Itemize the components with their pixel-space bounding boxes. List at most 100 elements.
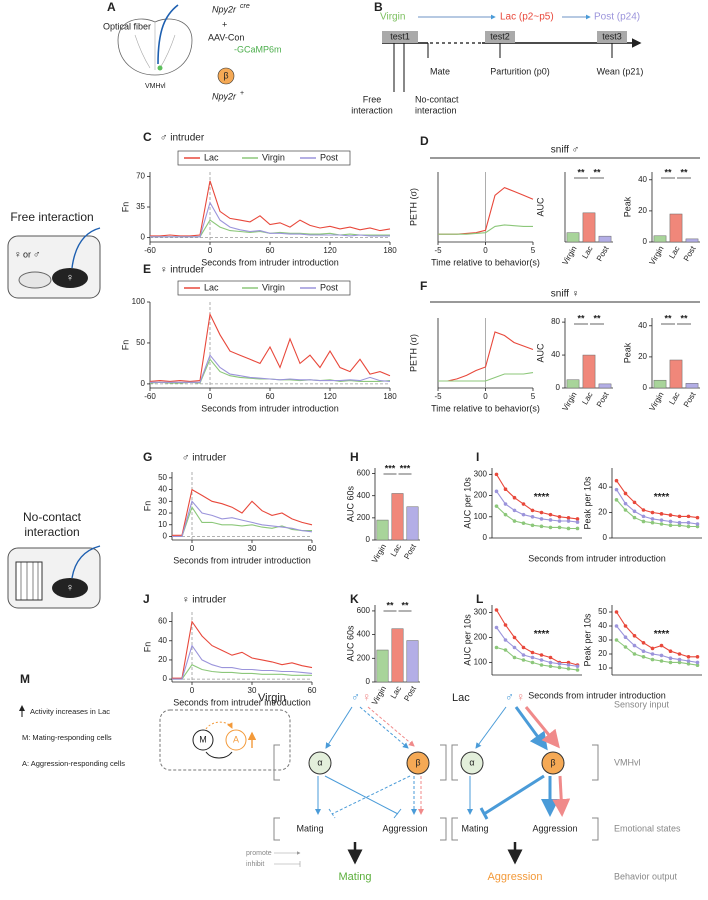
- marker: [614, 487, 619, 492]
- x-tick-label: 30: [248, 686, 257, 695]
- label: Mating: [296, 823, 323, 833]
- marker: [677, 657, 682, 662]
- marker: [695, 660, 700, 665]
- series-line: [616, 489, 698, 525]
- test-box: [597, 31, 627, 43]
- series-line: [172, 488, 313, 536]
- marker: [521, 658, 526, 662]
- label: sniff ♂: [551, 145, 579, 156]
- y-tick-label: 40: [638, 175, 647, 184]
- y-axis-label: AUC per 10s: [462, 477, 472, 529]
- legend-box: [177, 150, 351, 166]
- label: M: Mating-responding cells: [22, 733, 112, 742]
- x-tick-label: 60: [308, 686, 317, 695]
- x-tick-label: 180: [383, 392, 397, 401]
- series-line: [438, 372, 534, 382]
- series-line: [496, 505, 578, 530]
- y-tick-label: 30: [158, 496, 167, 505]
- marker: [503, 487, 508, 492]
- chart-title: ♂ intruder: [182, 453, 227, 464]
- marker: [650, 646, 655, 651]
- series-line: [438, 224, 533, 235]
- brain-outline: [117, 18, 193, 76]
- marker: [641, 519, 646, 524]
- bar: [406, 506, 419, 541]
- marker: [659, 512, 664, 516]
- x-axis-label: Seconds from intruder introduction: [528, 553, 666, 563]
- marker: [677, 520, 682, 525]
- legend-box: [177, 280, 351, 296]
- cage-bars: [20, 562, 39, 600]
- inhibit: [328, 775, 411, 819]
- y-tick-label: 200: [357, 653, 371, 662]
- annotation: ****: [534, 629, 550, 640]
- y-tick-label: 20: [158, 508, 167, 517]
- marker: [641, 649, 646, 653]
- y-axis-label: AUC per 10s: [462, 614, 472, 666]
- marker: [623, 491, 628, 496]
- marker: [695, 515, 700, 520]
- marker: [512, 495, 517, 500]
- label: Optical fiber: [103, 21, 151, 31]
- x-tick-label: Post: [402, 542, 418, 561]
- marker: [632, 500, 637, 505]
- y-tick-label: 0: [643, 383, 648, 392]
- marker: [659, 659, 664, 663]
- series-line: [496, 609, 578, 666]
- x-tick-label: Lac: [389, 685, 403, 701]
- bar: [669, 213, 683, 243]
- marker: [659, 518, 664, 522]
- label: ♂: [33, 250, 41, 261]
- annotation: **: [577, 313, 585, 323]
- y-tick-label: 10: [598, 663, 607, 672]
- marker: [503, 512, 508, 517]
- bar: [685, 238, 699, 243]
- series-line: [496, 627, 578, 667]
- bar: [566, 379, 580, 389]
- y-tick-label: 600: [357, 469, 371, 478]
- y-axis-label: AUC: [535, 343, 545, 363]
- y-tick-label: 80: [551, 317, 560, 326]
- series-line: [172, 505, 312, 538]
- bar: [376, 649, 389, 683]
- label: β: [415, 757, 420, 767]
- annotation: ***: [400, 463, 411, 473]
- series-line: [496, 474, 578, 520]
- marker: [521, 645, 526, 650]
- label: interaction: [351, 105, 393, 115]
- bar: [391, 628, 404, 683]
- marker: [548, 660, 553, 665]
- marker: [512, 645, 517, 650]
- x-tick-label: 30: [248, 544, 257, 553]
- label: Post (p24): [594, 12, 640, 23]
- marker: [557, 665, 562, 670]
- marker: [530, 523, 535, 528]
- marker: [659, 522, 664, 526]
- marker: [494, 608, 499, 612]
- arrow: [552, 775, 571, 817]
- label: +: [240, 90, 244, 97]
- y-tick-label: 100: [132, 297, 146, 306]
- y-axis-label: Fn: [142, 501, 152, 512]
- arrow: [524, 706, 560, 749]
- y-axis-label: Peak: [622, 196, 632, 217]
- x-axis-label: Seconds from intruder introduction: [201, 403, 339, 413]
- x-tick-label: 60: [266, 246, 275, 255]
- bracket: [273, 744, 447, 781]
- x-tick-label: Lac: [667, 391, 681, 407]
- label: Lac (p2~p5): [500, 12, 554, 23]
- panel-letter: A: [107, 0, 116, 14]
- marker: [659, 653, 664, 658]
- bar: [391, 493, 404, 541]
- series-line: [172, 620, 313, 679]
- marker: [512, 508, 517, 513]
- marker: [686, 662, 691, 666]
- bar: [653, 235, 667, 243]
- label: Aggression: [532, 823, 577, 833]
- series-line: [172, 500, 313, 538]
- x-tick-label: 120: [323, 246, 337, 255]
- x-tick-label: Virgin: [648, 245, 666, 267]
- x-tick-label: Post: [682, 244, 698, 263]
- fiber: [71, 227, 101, 269]
- y-axis-label: AUC 60s: [345, 485, 355, 522]
